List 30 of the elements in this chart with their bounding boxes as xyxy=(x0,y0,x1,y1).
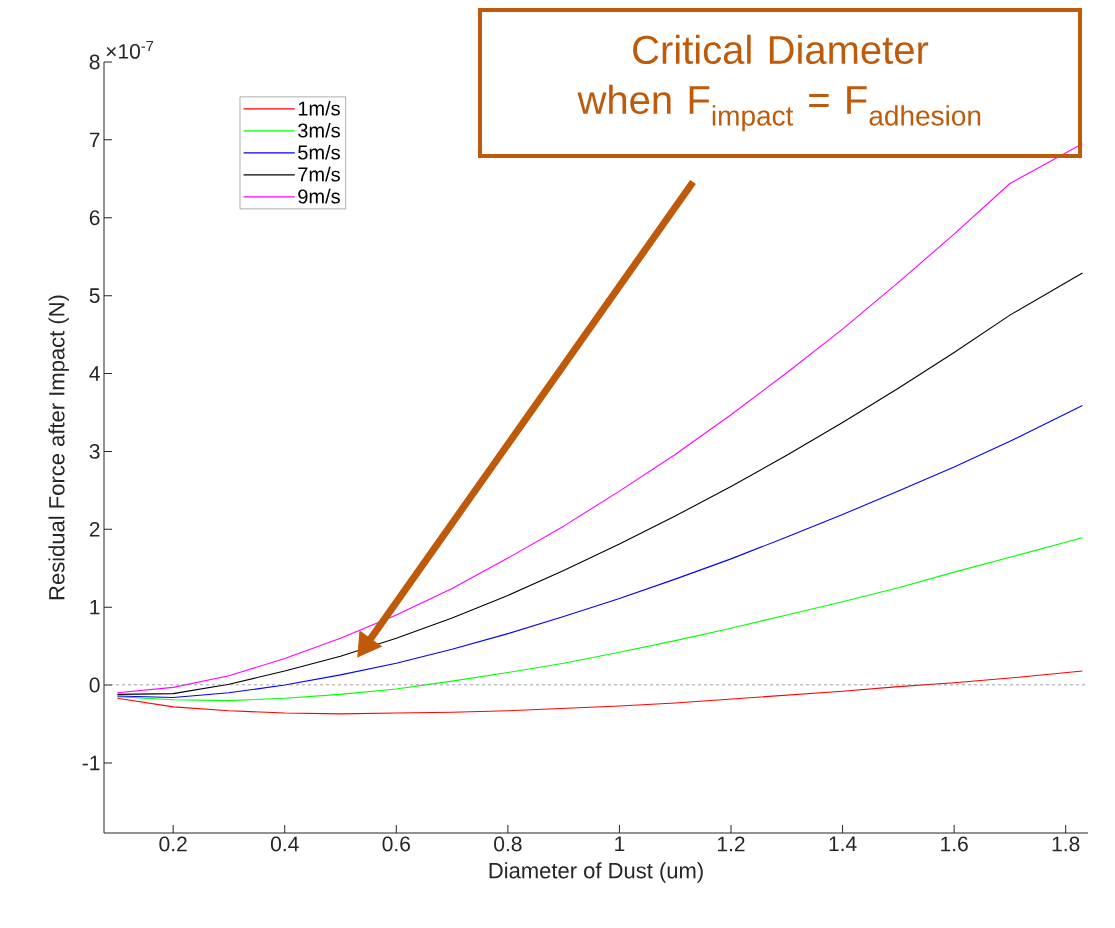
line-series xyxy=(116,404,1083,699)
y-tick-label: 8 xyxy=(89,54,100,70)
legend-label: 3m/s xyxy=(298,122,340,138)
x-tick-label: 0.6 xyxy=(382,836,410,852)
y-axis-title: Residual Force after Impact (N) xyxy=(48,295,69,600)
x-tick-label: 1.2 xyxy=(718,836,745,852)
y-tick-label: 3 xyxy=(89,443,100,459)
x-tick-label: 0.2 xyxy=(159,836,187,852)
x-tick-label: 1 xyxy=(615,836,625,851)
y-tick-label: 0 xyxy=(89,677,100,693)
y-tick-label: 2 xyxy=(89,521,100,537)
legend-label: 1m/s xyxy=(298,100,340,116)
x-tick-label: 1.8 xyxy=(1052,836,1080,852)
line-series xyxy=(116,272,1083,695)
legend-label: 5m/s xyxy=(298,144,340,160)
y-tick-label: 5 xyxy=(89,288,100,303)
x-axis-title: Diameter of Dust (um) xyxy=(489,862,703,883)
x-tick-label: 0.8 xyxy=(494,836,522,852)
x-tick-label: 0.4 xyxy=(270,836,299,852)
legend-label: 9m/s xyxy=(298,188,340,204)
y-tick-label: -1 xyxy=(82,755,100,771)
legend-label: 7m/s xyxy=(298,166,340,182)
annotation: Critical Diameter when F$_{impact}$ = F$_{adhesion}$ xyxy=(577,34,981,132)
x-tick-label: 1.4 xyxy=(829,836,857,851)
text: ×10$^{-7}$ xyxy=(106,40,154,59)
y-tick-label: 7 xyxy=(89,132,100,148)
y-tick-label: 4 xyxy=(89,366,100,381)
y-tick-label: 1 xyxy=(90,599,100,615)
x-tick-label: 1.6 xyxy=(941,836,968,852)
y-tick-label: 6 xyxy=(89,210,100,226)
